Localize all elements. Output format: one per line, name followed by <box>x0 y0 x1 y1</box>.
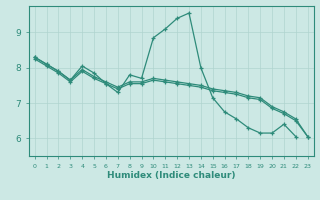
X-axis label: Humidex (Indice chaleur): Humidex (Indice chaleur) <box>107 171 236 180</box>
